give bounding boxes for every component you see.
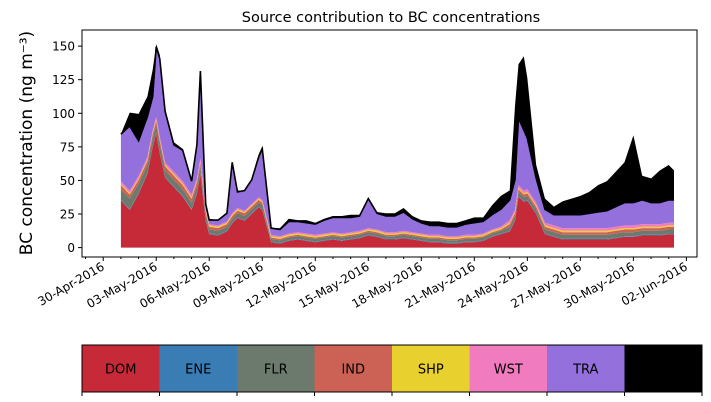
- legend-label-shp: SHP: [418, 363, 444, 378]
- legend-swatch-flr: [237, 345, 315, 392]
- y-tick-label-125: 125: [52, 73, 75, 87]
- area-dom: [120, 133, 674, 248]
- y-tick-label-75: 75: [60, 140, 75, 154]
- chart-title: Source contribution to BC concentrations: [242, 10, 540, 26]
- y-tick-label-150: 150: [52, 40, 75, 54]
- legend-swatch-bb: [624, 345, 703, 392]
- legend-label-dom: DOM: [105, 363, 136, 378]
- legend-label-ind: IND: [341, 363, 365, 378]
- legend-swatch-ene: [159, 345, 238, 392]
- legend-label-flr: FLR: [264, 363, 288, 378]
- legend-label-bb: BB: [654, 363, 672, 378]
- legend-swatch-wst: [469, 345, 548, 392]
- plot-frame: [81, 29, 698, 258]
- legend-colorbar: DOM ENE FLR IND SHP WST TRA BB: [81, 344, 703, 396]
- stacked-area-layer: [120, 44, 674, 248]
- legend-swatch-tra: [547, 345, 625, 392]
- legend-swatch-shp: [392, 345, 470, 392]
- legend-frame: [81, 344, 703, 393]
- y-tick-label-0: 0: [67, 241, 75, 255]
- legend-label-wst: WST: [494, 363, 523, 378]
- legend-label-ene: ENE: [185, 363, 211, 378]
- y-tick-label-25: 25: [60, 208, 75, 222]
- area-tra: [120, 46, 674, 237]
- legend-label-tra: TRA: [572, 363, 598, 378]
- legend-swatch-dom: [82, 345, 160, 392]
- y-tick-label-50: 50: [60, 174, 75, 188]
- y-axis-label: BC concentration (ng m⁻³): [17, 31, 37, 255]
- y-tick-label-100: 100: [52, 107, 75, 121]
- tra-top-line: [120, 46, 674, 231]
- legend-swatch-ind: [314, 345, 393, 392]
